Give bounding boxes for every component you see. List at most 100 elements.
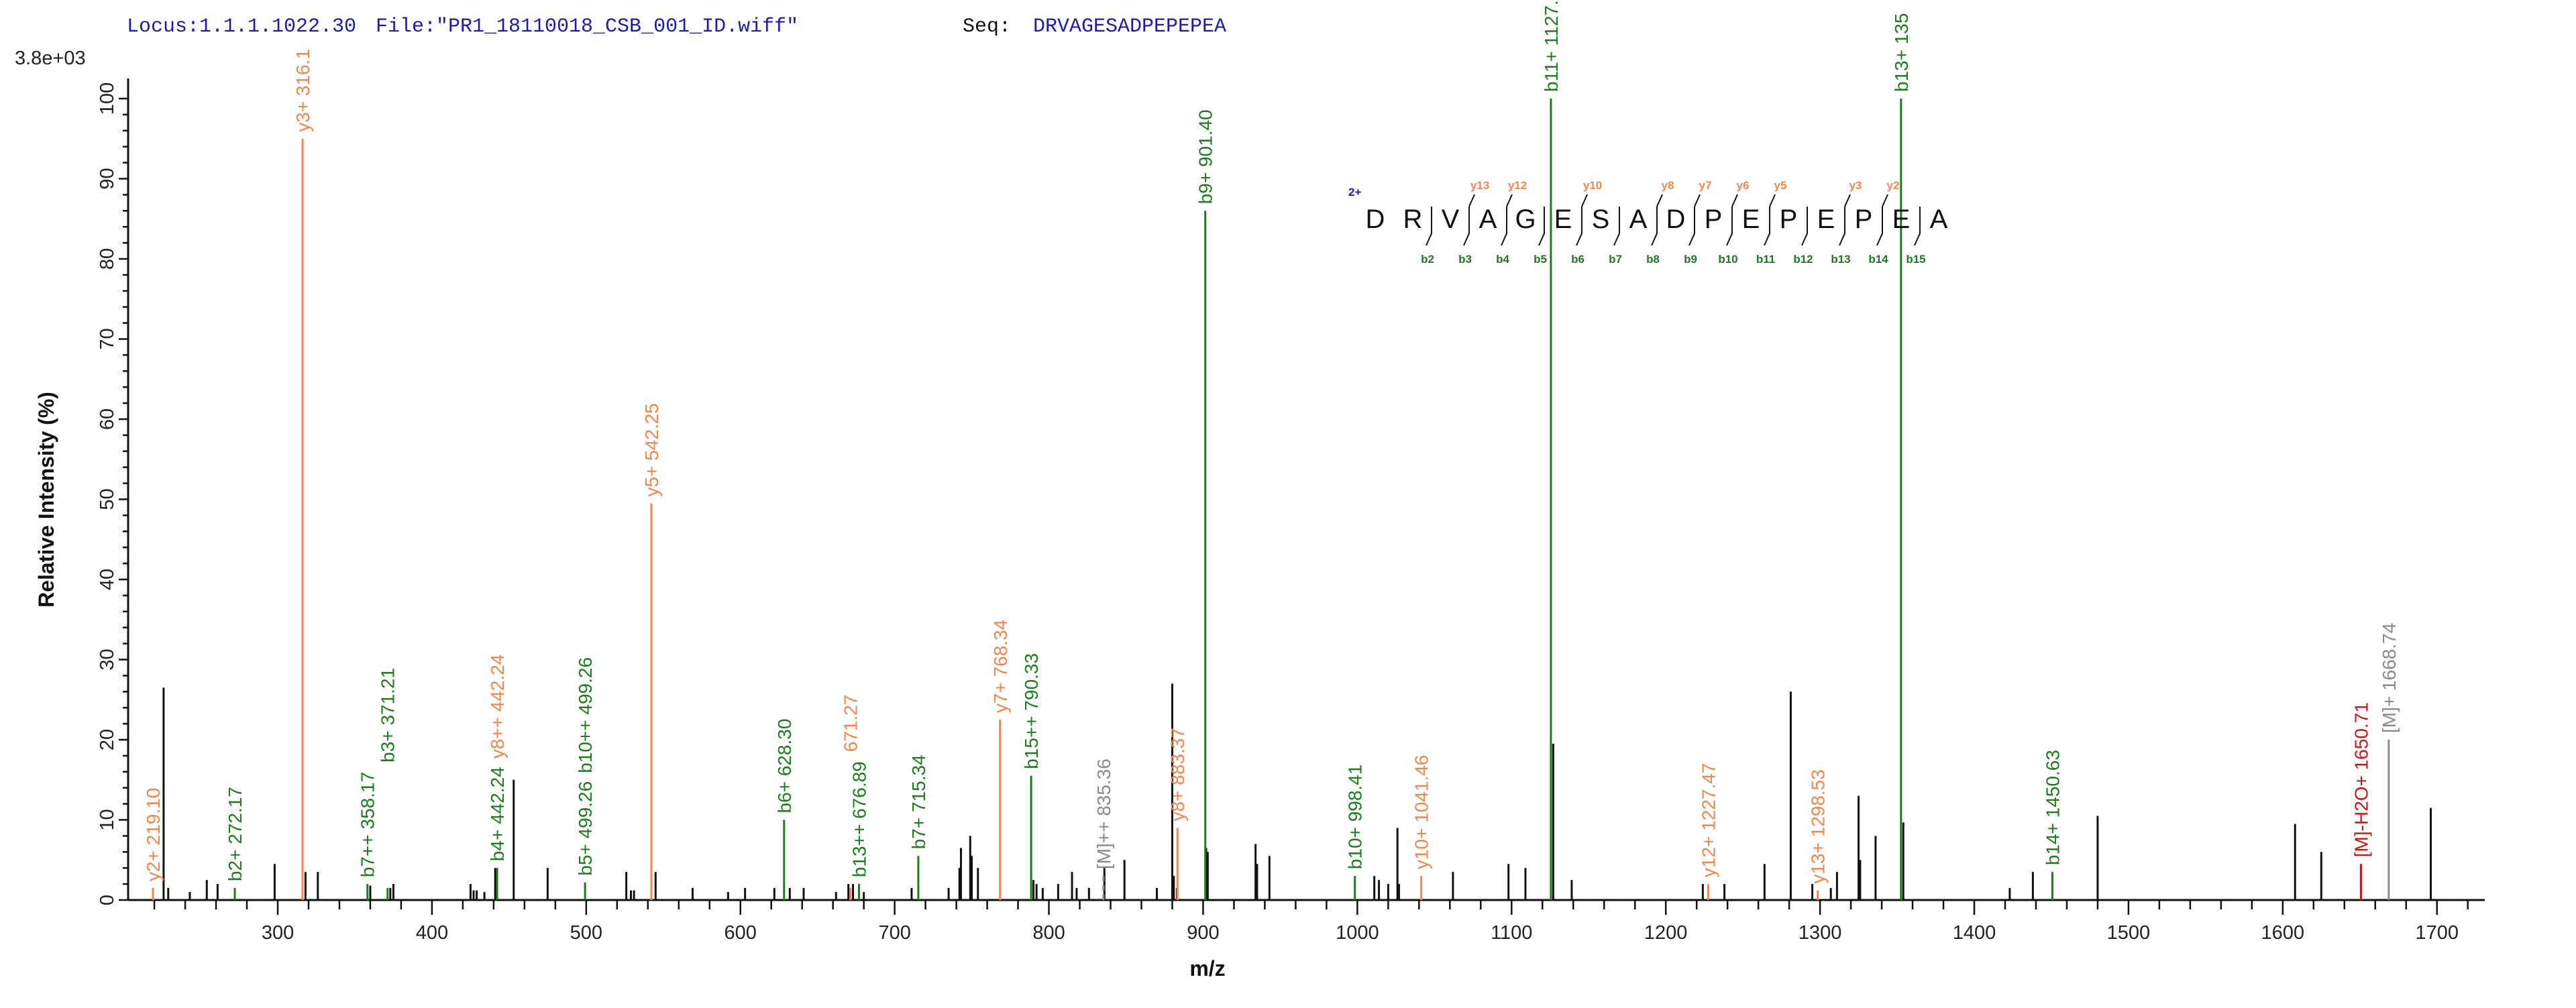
- peak-label: b10++ 499.26: [575, 657, 596, 773]
- b-ion-label: b11: [1756, 253, 1775, 266]
- peak-label: b3+ 371.21: [378, 668, 398, 763]
- header-seq-label: Seq:: [963, 15, 1011, 38]
- residue: P: [1705, 205, 1723, 234]
- residue: P: [1855, 205, 1873, 234]
- b-fragment-marker: [1576, 207, 1582, 246]
- peak-label: b15++ 790.33: [1021, 653, 1042, 769]
- x-tick-label: 1600: [2261, 922, 2305, 944]
- residue: P: [1780, 205, 1798, 234]
- peak-label: b7+ 715.34: [908, 754, 929, 849]
- y-ion-label: y3: [1849, 179, 1862, 192]
- x-tick-label: 1400: [1953, 922, 1996, 944]
- y-tick-label: 0: [97, 895, 118, 905]
- y-tick-label: 100: [97, 82, 118, 115]
- x-axis-label: m/z: [1189, 956, 1225, 981]
- b-fragment-marker: [1726, 207, 1733, 246]
- y-tick-label: 10: [97, 809, 118, 830]
- x-tick-label: 1700: [2415, 922, 2459, 944]
- y-ion-label: y5: [1774, 179, 1787, 192]
- y-ion-label: y8: [1662, 179, 1674, 192]
- y-fragment-marker: [1694, 194, 1701, 207]
- b-fragment-marker: [1613, 207, 1620, 246]
- peak-label: b13++ 676.89: [849, 761, 870, 877]
- residue: E: [1742, 205, 1760, 234]
- peak-label: y8+ 883.37: [1167, 728, 1188, 821]
- y-fragment-marker: [1506, 194, 1513, 207]
- y-fragment-marker: [1581, 194, 1588, 207]
- b-ion-label: b13: [1831, 253, 1850, 266]
- residue: S: [1592, 205, 1610, 234]
- b-fragment-marker: [1501, 207, 1507, 246]
- b-fragment-marker: [1839, 207, 1845, 246]
- y-tick-label: 60: [97, 408, 118, 430]
- b-ion-label: b14: [1868, 253, 1888, 266]
- y-fragment-marker: [1468, 194, 1475, 207]
- y-fragment-marker: [1656, 194, 1663, 207]
- peak-label: y3+ 316.1: [292, 49, 313, 132]
- residue: E: [1554, 205, 1572, 234]
- residue: E: [1892, 205, 1911, 234]
- peak-label: b11+ 1127.49: [1541, 0, 1562, 92]
- b-fragment-marker: [1426, 207, 1432, 246]
- x-tick-label: 400: [416, 922, 448, 944]
- x-tick-label: 600: [724, 922, 757, 944]
- x-tick-label: 1000: [1336, 922, 1379, 944]
- residue: R: [1403, 205, 1423, 234]
- residue: A: [1479, 205, 1497, 234]
- y-tick-label: 30: [97, 649, 118, 670]
- peak-label: y13+ 1298.53: [1808, 769, 1829, 884]
- header-seq-value: DRVAGESADPEPEPEA: [1033, 15, 1226, 38]
- y-tick-label: 20: [97, 729, 118, 750]
- x-tick-label: 1500: [2107, 922, 2151, 944]
- y-tick-label: 70: [97, 328, 118, 349]
- y-fragment-marker: [1882, 194, 1888, 207]
- peak-label: 671.27: [841, 695, 861, 752]
- peak-label: b14+ 1450.63: [2042, 750, 2063, 865]
- b-ion-label: b8: [1646, 253, 1660, 266]
- y-tick-label: 80: [97, 248, 118, 270]
- y-ion-label: y12: [1508, 179, 1527, 192]
- x-tick-label: 800: [1032, 922, 1065, 944]
- peak-label: y7+ 768.34: [990, 620, 1011, 713]
- b-fragment-marker: [1651, 207, 1658, 246]
- peak-label: y5+ 542.25: [641, 403, 662, 496]
- peaks: y2+ 219.10 b2+ 272.17 y3+ 316.1 b7++ 358.17…: [143, 0, 2432, 900]
- x-tick-label: 700: [878, 922, 910, 944]
- residue: A: [1629, 205, 1648, 234]
- y-ion-label: y2: [1887, 179, 1900, 192]
- peak-label: y10+ 1041.46: [1411, 755, 1432, 870]
- b-ion-label: b6: [1571, 253, 1585, 266]
- axes: 0 10 20 30 40 50 60 70 80 90 100 300 400 500 600 700 800…: [97, 78, 2485, 944]
- sequence-fragment-map: 2+D R V A G E S A D P E P E P E Ab2 b3 b4 b5 b6 b7 b8 b9 b10 b11…: [1348, 179, 1948, 266]
- b-ion-label: b9: [1684, 253, 1697, 266]
- peak-label: b10+ 998.41: [1345, 765, 1366, 870]
- x-tick-label: 500: [570, 922, 602, 944]
- peak-label: y2+ 219.10: [143, 788, 164, 881]
- peak-label: b5+ 499.26: [575, 781, 596, 876]
- b-ion-label: b5: [1534, 253, 1547, 266]
- y-ion-label: y10: [1583, 179, 1602, 192]
- y-tick-label: 40: [97, 569, 118, 590]
- b-ion-label: b10: [1718, 253, 1737, 266]
- b-fragment-marker: [1764, 207, 1770, 246]
- x-tick-label: 900: [1187, 922, 1219, 944]
- b-ion-label: b3: [1458, 253, 1472, 266]
- peak-label: [M]-H2O+ 1650.71: [2351, 702, 2371, 857]
- b-fragment-marker: [1801, 207, 1808, 246]
- x-tick-label: 1300: [1799, 922, 1842, 944]
- b-ion-label: b2: [1421, 253, 1434, 266]
- peak-label: b7++ 358.17: [358, 772, 378, 877]
- peak-label: b2+ 272.17: [225, 787, 246, 881]
- peak-label: b9+ 901.40: [1195, 109, 1216, 204]
- charge-state: 2+: [1348, 186, 1361, 199]
- y-fragment-marker: [1769, 194, 1776, 207]
- residue: A: [1930, 205, 1948, 234]
- residue: D: [1666, 205, 1686, 234]
- residue: E: [1817, 205, 1835, 234]
- b-fragment-marker: [1538, 207, 1545, 246]
- y-tick-label: 90: [97, 168, 118, 189]
- b-ion-label: b15: [1906, 253, 1925, 266]
- b-ion-label: b7: [1609, 253, 1622, 266]
- b-fragment-marker: [1876, 207, 1883, 246]
